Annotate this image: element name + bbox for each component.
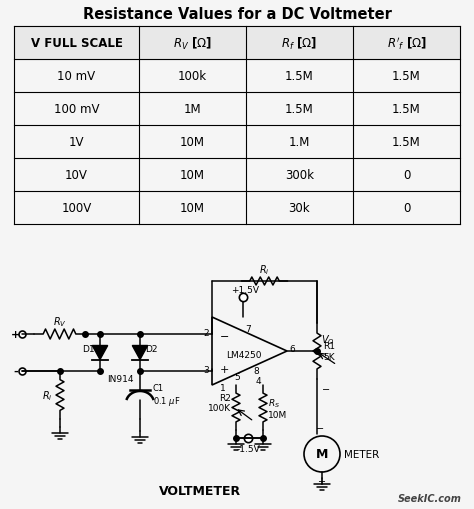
Text: 100k: 100k: [178, 70, 207, 83]
Text: 100 mV: 100 mV: [54, 103, 99, 116]
Text: METER: METER: [344, 449, 379, 459]
Text: $+$: $+$: [318, 475, 327, 486]
Text: $-$: $-$: [315, 421, 325, 431]
Text: $R_V$: $R_V$: [53, 315, 66, 328]
Text: 2: 2: [203, 328, 209, 337]
Text: IN914: IN914: [107, 374, 133, 383]
Polygon shape: [92, 346, 108, 360]
Text: $R_V$ [$\Omega$]: $R_V$ [$\Omega$]: [173, 36, 212, 51]
Text: 10M: 10M: [180, 168, 205, 182]
Text: $R'_f$ [$\Omega$]: $R'_f$ [$\Omega$]: [387, 35, 427, 52]
Text: -: -: [14, 366, 18, 376]
Text: 1.5M: 1.5M: [392, 136, 421, 149]
Text: 10V: 10V: [65, 168, 88, 182]
Text: $R_i$: $R_i$: [42, 388, 53, 402]
Text: 10M: 10M: [180, 202, 205, 215]
Text: 1.5M: 1.5M: [392, 70, 421, 83]
Text: M: M: [316, 447, 328, 461]
Text: 1V: 1V: [69, 136, 84, 149]
Text: VOLTMETER: VOLTMETER: [159, 484, 241, 497]
Text: 0: 0: [403, 168, 410, 182]
Text: 7: 7: [245, 325, 251, 334]
Text: R1
5K: R1 5K: [323, 342, 335, 361]
Text: Resistance Values for a DC Voltmeter: Resistance Values for a DC Voltmeter: [82, 7, 392, 22]
Text: C1
0.1 $\mu$F: C1 0.1 $\mu$F: [153, 383, 181, 407]
Polygon shape: [14, 27, 460, 60]
Text: $+$: $+$: [219, 363, 229, 374]
Text: 1M: 1M: [183, 103, 201, 116]
Text: 4: 4: [255, 377, 261, 386]
Text: 5: 5: [235, 373, 240, 382]
Text: -1.5V: -1.5V: [236, 444, 260, 453]
Text: $V_O$: $V_O$: [321, 332, 335, 346]
Text: $R_f$ [$\Omega$]: $R_f$ [$\Omega$]: [282, 36, 318, 51]
Text: +1.5V: +1.5V: [231, 286, 259, 294]
Text: $R_i$: $R_i$: [259, 263, 270, 276]
Text: D1: D1: [82, 344, 95, 353]
Text: $-$: $-$: [219, 329, 229, 339]
Text: $R_S$
10M: $R_S$ 10M: [268, 397, 287, 419]
Text: 10 mV: 10 mV: [57, 70, 95, 83]
Text: R2
100K: R2 100K: [208, 393, 231, 412]
Text: 1.M: 1.M: [289, 136, 310, 149]
Text: LM4250: LM4250: [226, 351, 261, 360]
Text: 300k: 300k: [285, 168, 314, 182]
Text: 10M: 10M: [180, 136, 205, 149]
Text: 6: 6: [289, 344, 295, 353]
Text: 1.5M: 1.5M: [285, 103, 314, 116]
Text: +: +: [11, 329, 21, 340]
Text: D2: D2: [145, 344, 157, 353]
Text: 3: 3: [203, 365, 209, 374]
Text: 8: 8: [253, 367, 259, 376]
Text: SeekIC.com: SeekIC.com: [398, 493, 462, 503]
Text: 100V: 100V: [61, 202, 91, 215]
Text: $-$: $-$: [321, 382, 330, 392]
Text: 1: 1: [220, 383, 226, 392]
Text: 30k: 30k: [289, 202, 310, 215]
Text: 1.5M: 1.5M: [285, 70, 314, 83]
Text: 0: 0: [403, 202, 410, 215]
Text: 1.5M: 1.5M: [392, 103, 421, 116]
Polygon shape: [132, 346, 148, 360]
Text: V FULL SCALE: V FULL SCALE: [30, 37, 122, 50]
